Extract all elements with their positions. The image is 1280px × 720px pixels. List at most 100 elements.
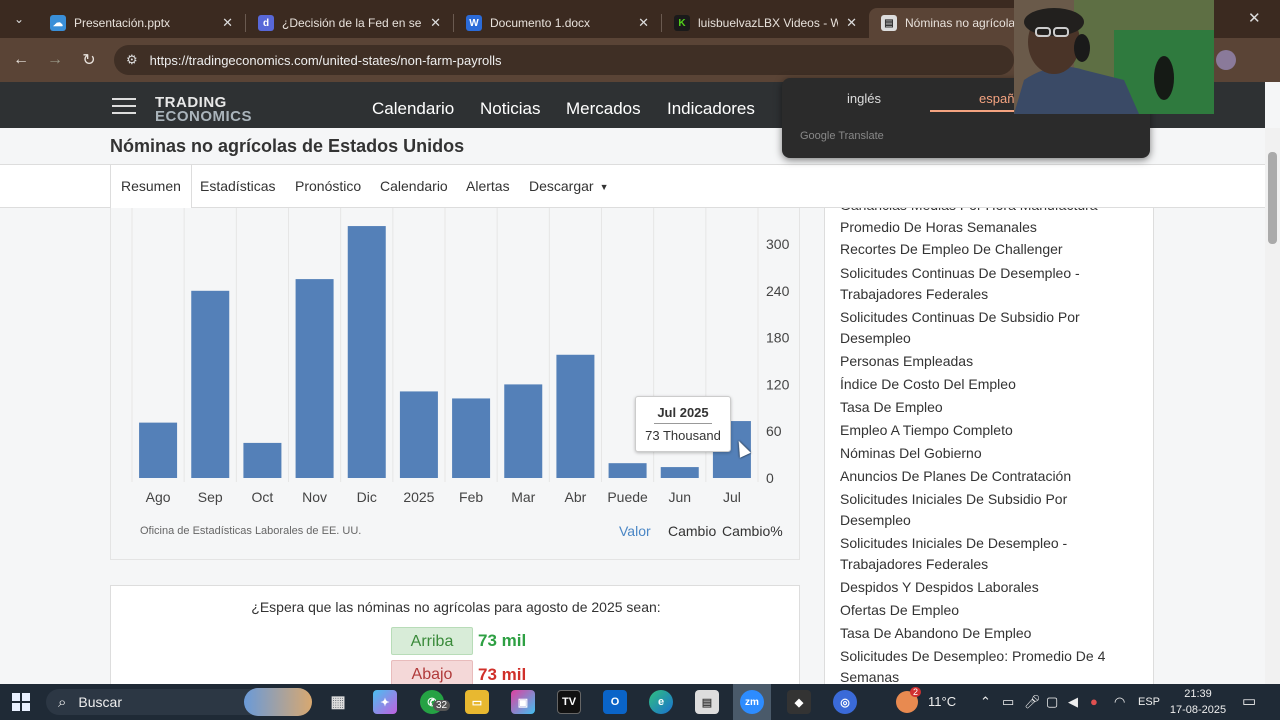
app-icon[interactable]: ◆ (787, 690, 811, 714)
tab-pronostico[interactable]: Pronóstico (295, 178, 362, 194)
chart-bar[interactable] (452, 398, 491, 478)
poll-up-button[interactable]: Arriba (391, 627, 473, 655)
list-item[interactable]: Solicitudes Continuas De Subsidio Por De… (840, 309, 1080, 346)
list-item[interactable]: Recortes De Empleo De Challenger (840, 241, 1063, 257)
scrollbar-thumb[interactable] (1268, 152, 1277, 244)
weather-temp[interactable]: 11°C (928, 694, 957, 709)
back-icon[interactable]: ← (13, 51, 29, 68)
close-icon[interactable]: ✕ (222, 15, 233, 30)
url-bar[interactable]: ⚙ https://tradingeconomics.com/united-st… (114, 45, 1014, 75)
tab-resumen[interactable]: Resumen (110, 165, 192, 209)
store-icon[interactable]: ▣ (511, 690, 535, 714)
chart-bar[interactable] (556, 354, 595, 478)
chevron-up-icon[interactable]: ⌃ (980, 694, 991, 709)
close-window-icon[interactable]: ✕ (1248, 10, 1261, 27)
task-view-icon[interactable]: ▦ (330, 694, 346, 711)
doc-icon: d (258, 15, 274, 31)
network-status-icon[interactable]: ● (1090, 694, 1098, 709)
y-tick-label: 300 (766, 236, 790, 252)
tray-icon[interactable]: ▭ (1002, 694, 1015, 709)
logo[interactable]: ECONOMICS (155, 108, 253, 125)
translate-target-lang[interactable]: españ (979, 91, 1015, 106)
list-item[interactable]: Solicitudes De Desempleo: Promedio De 4 … (840, 648, 1106, 684)
volume-icon[interactable]: ◀︎ (1068, 694, 1078, 709)
tab-calendario[interactable]: Calendario (380, 178, 448, 194)
y-tick-label: 0 (766, 470, 774, 486)
translate-source-lang[interactable]: inglés (847, 91, 881, 106)
hamburger-menu-icon[interactable] (112, 98, 136, 114)
copilot-icon[interactable]: ✦ (373, 690, 397, 714)
notification-icon[interactable]: ▭ (1242, 693, 1257, 710)
list-item[interactable]: Índice De Costo Del Empleo (840, 376, 1016, 392)
list-item[interactable]: Solicitudes Iniciales De Subsidio Por De… (840, 491, 1068, 528)
wifi-icon[interactable]: ◠ (1114, 694, 1126, 709)
forward-icon[interactable]: → (47, 51, 63, 68)
nav-noticias[interactable]: Noticias (480, 99, 541, 118)
logo[interactable]: TRADING (155, 94, 227, 111)
view-valor-button[interactable]: Valor (619, 523, 651, 539)
reload-icon[interactable]: ↻ (82, 52, 96, 69)
view-cambio-pct-button[interactable]: Cambio% (722, 523, 783, 539)
language-indicator[interactable]: ESP (1138, 696, 1161, 708)
notepad-icon[interactable]: ▤ (695, 690, 719, 714)
site-settings-icon[interactable]: ⚙ (126, 52, 138, 67)
chart-bar[interactable] (399, 391, 438, 478)
list-item[interactable]: Ofertas De Empleo (840, 602, 960, 618)
forecast-poll: ¿Espera que las nóminas no agrícolas par… (110, 585, 800, 688)
close-icon[interactable]: ✕ (430, 15, 441, 30)
browser-tab[interactable]: K luisbuelvazLBX Videos - Wat ✕ (662, 8, 869, 38)
list-item[interactable]: Personas Empleadas (840, 353, 974, 369)
chart-bar[interactable] (243, 442, 282, 478)
browser-tab[interactable]: ☁ Presentación.pptx ✕ (38, 8, 245, 38)
list-item[interactable]: Ganancias Medias Por Hora Manufactura (840, 208, 1140, 216)
list-item[interactable]: Solicitudes Continuas De Desempleo - Tra… (840, 265, 1080, 302)
nav-mercados[interactable]: Mercados (566, 99, 641, 118)
device-icon[interactable]: ▢ (1046, 694, 1059, 709)
chart-bar[interactable] (504, 384, 543, 478)
nav-calendario[interactable]: Calendario (372, 99, 455, 118)
tab-alertas[interactable]: Alertas (466, 178, 510, 194)
chart-bar[interactable] (295, 279, 334, 478)
taskbar-clock[interactable]: 21:39 17-08-2025 (1168, 686, 1228, 718)
start-tile (22, 703, 30, 711)
chart-bar[interactable] (347, 226, 386, 478)
avatar[interactable] (1216, 50, 1236, 70)
file-explorer-icon[interactable]: ▭ (465, 690, 489, 714)
view-cambio-button[interactable]: Cambio (668, 523, 717, 539)
x-tick-label: Oct (252, 489, 274, 505)
search-icon: ⌕ (58, 693, 67, 711)
list-item[interactable]: Anuncios De Planes De Contratación (840, 468, 1072, 484)
tab-search-button[interactable]: ⌄ (0, 0, 38, 38)
webcam-overlay (1014, 0, 1214, 114)
page-scrollbar[interactable] (1265, 128, 1280, 684)
tab-estadisticas[interactable]: Estadísticas (200, 178, 276, 194)
browser-tab[interactable]: W Documento 1.docx ✕ (454, 8, 661, 38)
nav-indicadores[interactable]: Indicadores (667, 99, 755, 118)
te-icon: ▤ (881, 15, 897, 31)
tradingview-icon[interactable]: TV (557, 690, 581, 714)
chrome-icon[interactable]: ◎ (833, 690, 857, 714)
zoom-icon[interactable]: zm (740, 690, 764, 714)
chart-bar[interactable] (608, 463, 647, 478)
browser-tab[interactable]: d ¿Decisión de la Fed en septi ✕ (246, 8, 453, 38)
windows-start-icon[interactable] (12, 693, 30, 711)
chart-bar[interactable] (660, 467, 699, 478)
list-item[interactable]: Solicitudes Iniciales De Desempleo - Tra… (840, 535, 1068, 572)
microphone-icon[interactable]: 🎤︎ (1024, 694, 1041, 709)
close-icon[interactable]: ✕ (846, 15, 857, 30)
list-item[interactable]: Promedio De Horas Semanales (840, 219, 1037, 235)
chart-bar[interactable] (139, 422, 178, 478)
tooltip-title: Jul 2025 (654, 405, 712, 424)
list-item[interactable]: Despidos Y Despidos Laborales (840, 579, 1039, 595)
list-item[interactable]: Nóminas Del Gobierno (840, 445, 982, 461)
outlook-icon[interactable]: O (603, 690, 627, 714)
chart-bar[interactable] (191, 290, 230, 478)
edge-icon[interactable]: e (649, 690, 673, 714)
list-item[interactable]: Empleo A Tiempo Completo (840, 422, 1013, 438)
list-item[interactable]: Tasa De Empleo (840, 399, 943, 415)
tab-descargar[interactable]: Descargar ▼ (529, 178, 609, 194)
tab-divider (245, 14, 246, 32)
list-item[interactable]: Tasa De Abandono De Empleo (840, 625, 1032, 641)
close-icon[interactable]: ✕ (638, 15, 649, 30)
poll-down-button[interactable]: Abajo (391, 660, 473, 688)
